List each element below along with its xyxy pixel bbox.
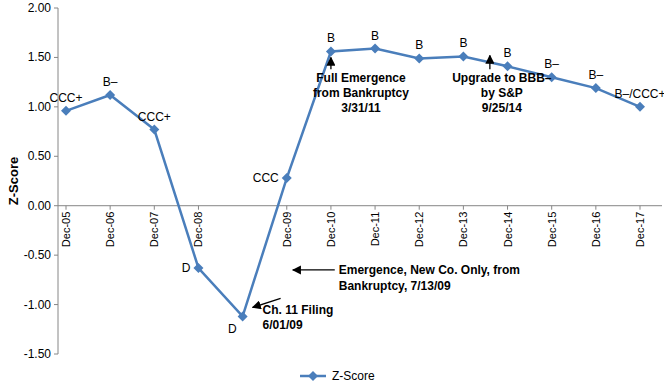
rating-label: B– bbox=[589, 68, 604, 82]
x-tick-label: Dec-10 bbox=[325, 212, 337, 247]
data-point bbox=[591, 83, 601, 93]
legend: Z-Score bbox=[300, 369, 375, 383]
annotation-text: 9/25/14 bbox=[482, 101, 522, 115]
annotation-text: by S&P bbox=[481, 86, 523, 100]
x-tick bbox=[198, 206, 199, 210]
x-axis bbox=[58, 205, 662, 206]
legend-label: Z-Score bbox=[332, 369, 375, 383]
rating-label: CCC+ bbox=[138, 110, 171, 124]
annotation-arrow bbox=[489, 55, 490, 69]
rating-label: B– bbox=[544, 57, 559, 71]
y-tick bbox=[54, 8, 58, 9]
rating-label: B bbox=[371, 29, 379, 43]
x-tick-label: Dec-11 bbox=[369, 212, 381, 247]
x-tick bbox=[110, 206, 111, 210]
y-axis-title: Z-Score bbox=[6, 157, 21, 205]
x-tick-label: Dec-06 bbox=[104, 212, 116, 247]
y-tick bbox=[54, 304, 58, 305]
y-tick-label: -1.50 bbox=[24, 347, 52, 361]
annotation-text: Emergence, New Co. Only, from bbox=[339, 263, 520, 277]
annotation-arrow bbox=[293, 269, 335, 270]
y-tick-label: 1.50 bbox=[28, 50, 52, 64]
x-tick bbox=[66, 206, 67, 210]
x-tick-label: Dec-07 bbox=[148, 212, 160, 247]
y-tick bbox=[54, 156, 58, 157]
x-tick bbox=[286, 206, 287, 210]
annotation-text: 3/31/11 bbox=[341, 101, 381, 115]
x-tick-label: Dec-13 bbox=[457, 212, 469, 247]
rating-label: B bbox=[504, 46, 512, 60]
annotation-text: Ch. 11 Filing bbox=[263, 303, 334, 317]
data-point bbox=[238, 311, 248, 321]
y-tick bbox=[54, 106, 58, 107]
rating-label: B bbox=[327, 31, 335, 45]
annotation-text: from Bankruptcy bbox=[313, 86, 409, 100]
data-point bbox=[282, 173, 292, 183]
y-tick-label: 0.00 bbox=[28, 199, 52, 213]
x-tick-label: Dec-09 bbox=[281, 212, 293, 247]
legend-marker bbox=[308, 371, 318, 381]
rating-label: B bbox=[415, 38, 423, 52]
rating-label: CCC bbox=[253, 171, 279, 185]
annotation-text: 6/01/09 bbox=[263, 318, 303, 332]
x-tick bbox=[595, 206, 596, 210]
x-tick-label: Dec-12 bbox=[413, 212, 425, 247]
y-tick-label: 1.00 bbox=[28, 100, 52, 114]
y-axis bbox=[58, 8, 59, 354]
x-tick-label: Dec-17 bbox=[634, 212, 646, 247]
annotation-arrow bbox=[330, 57, 331, 69]
y-tick-label: 2.00 bbox=[28, 1, 52, 15]
x-tick bbox=[551, 206, 552, 210]
rating-label: D bbox=[182, 261, 191, 275]
rating-label: D bbox=[228, 322, 237, 336]
data-point bbox=[326, 46, 336, 56]
annotation-text: Full Emergence bbox=[316, 71, 406, 85]
data-point bbox=[193, 263, 203, 273]
data-point bbox=[414, 53, 424, 63]
x-tick bbox=[330, 206, 331, 210]
y-tick bbox=[54, 255, 58, 256]
y-tick bbox=[54, 57, 58, 58]
data-point bbox=[503, 61, 513, 71]
annotation-text: Upgrade to BBB– bbox=[452, 71, 552, 85]
x-tick bbox=[640, 206, 641, 210]
x-tick bbox=[419, 206, 420, 210]
rating-label: B bbox=[459, 36, 467, 50]
x-tick bbox=[463, 206, 464, 210]
y-tick bbox=[54, 354, 58, 355]
x-tick bbox=[154, 206, 155, 210]
x-tick-label: Dec-08 bbox=[192, 212, 204, 247]
data-point bbox=[61, 106, 71, 116]
data-point bbox=[635, 102, 645, 112]
rating-label: B–/CCC+ bbox=[614, 87, 664, 101]
chart: -1.50 -1.00 -0.50 0.00 0.50 1.00 1.50 2.00 Z-Sco… bbox=[0, 0, 664, 384]
y-tick-label: -0.50 bbox=[24, 248, 52, 262]
data-point bbox=[458, 51, 468, 61]
x-tick-label: Dec-15 bbox=[546, 212, 558, 247]
data-point bbox=[370, 44, 380, 54]
y-tick-label: -1.00 bbox=[24, 298, 52, 312]
x-tick-label: Dec-16 bbox=[590, 212, 602, 247]
rating-label: B– bbox=[103, 75, 118, 89]
data-point bbox=[149, 125, 159, 135]
x-tick-label: Dec-05 bbox=[60, 212, 72, 247]
data-point bbox=[105, 90, 115, 100]
x-tick bbox=[375, 206, 376, 210]
x-tick bbox=[507, 206, 508, 210]
y-tick bbox=[54, 205, 58, 206]
rating-label: CCC+ bbox=[49, 91, 82, 105]
plot-area bbox=[61, 44, 645, 322]
series-line bbox=[66, 49, 640, 317]
x-tick-label: Dec-14 bbox=[502, 212, 514, 247]
y-tick-label: 0.50 bbox=[28, 149, 52, 163]
annotation-text: Bankruptcy, 7/13/09 bbox=[339, 279, 451, 293]
